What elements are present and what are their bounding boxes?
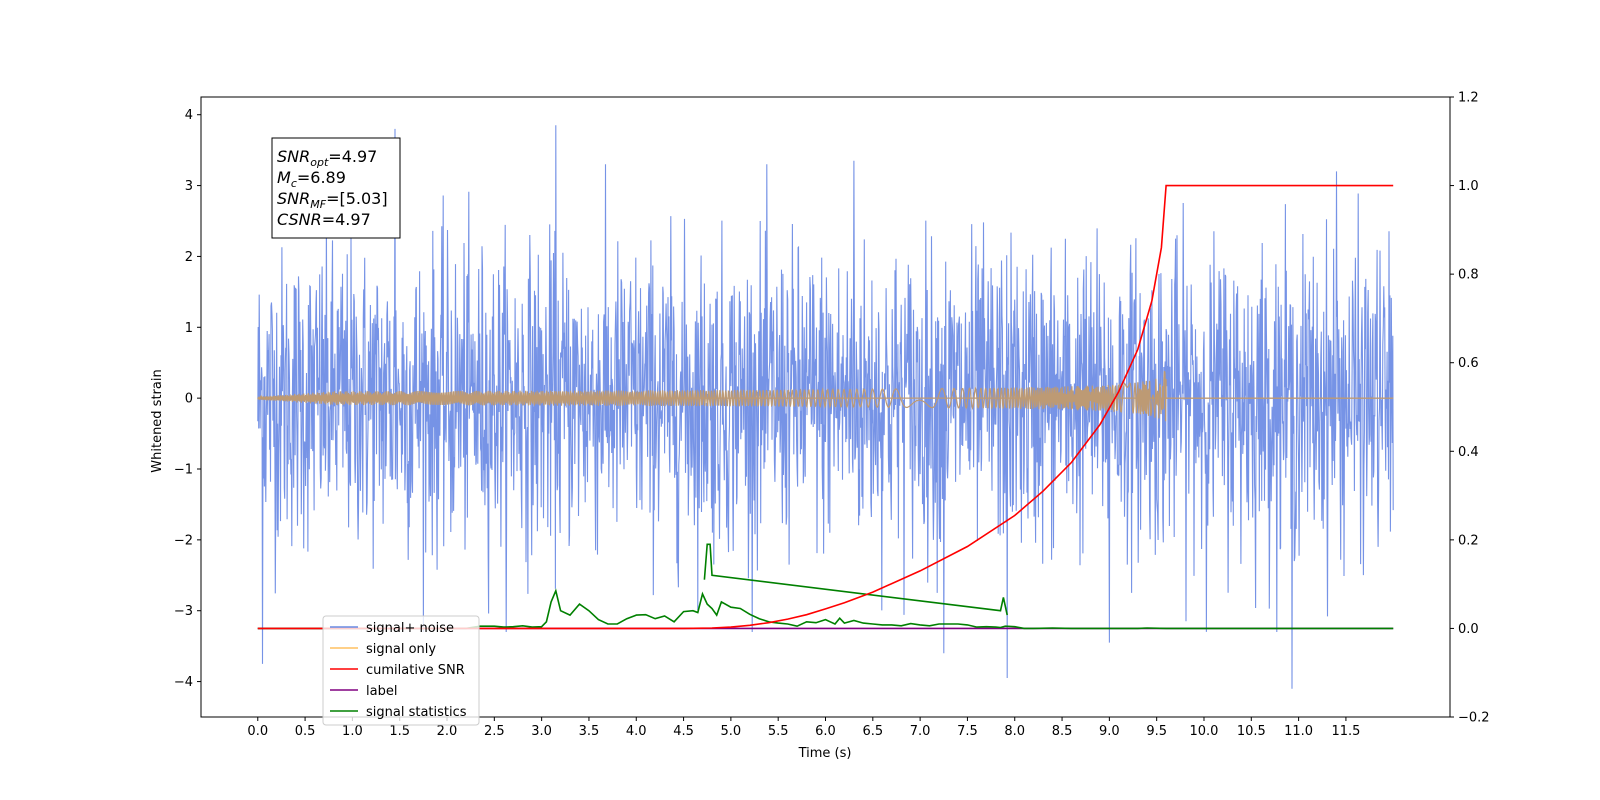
x-axis: 0.0 0.5 1.0 1.5 2.0 2.5 3.0 3.5 4.0 4.5 5.0 5.5 6.0 6… [247, 717, 1360, 739]
x-tick-label: 7.0 [910, 724, 931, 739]
x-tick-label: 5.5 [768, 724, 789, 739]
y-axis-right: 1.2 1.0 0.8 0.6 0.4 0.2 0.0 −0.2 [1450, 91, 1490, 726]
x-tick-label: 8.5 [1052, 724, 1073, 739]
x-tick-label: 6.0 [815, 724, 836, 739]
x-tick-label: 10.5 [1237, 724, 1266, 739]
legend-label: label [366, 684, 397, 699]
y-left-tick-label: −1 [174, 463, 193, 478]
y-axis-left: 4 3 2 1 0 −1 −2 −3 −4 [174, 108, 201, 690]
x-tick-label: 11.0 [1284, 724, 1313, 739]
x-tick-label: 0.5 [295, 724, 316, 739]
series-signal-only [257, 370, 1394, 422]
x-tick-label: 6.5 [862, 724, 883, 739]
x-tick-label: 7.5 [957, 724, 978, 739]
y-left-tick-label: 0 [185, 392, 193, 407]
legend-label: signal+ noise [366, 621, 454, 636]
y-right-tick-label: 0.8 [1458, 268, 1479, 283]
x-tick-label: 0.0 [247, 724, 268, 739]
x-tick-label: 5.0 [721, 724, 742, 739]
legend-label: signal statistics [366, 705, 467, 720]
stats-value: =4.97 [328, 147, 377, 166]
x-tick-label: 2.5 [484, 724, 505, 739]
x-tick-label: 1.5 [389, 724, 410, 739]
x-tick-label: 1.0 [342, 724, 363, 739]
legend-label: cumilative SNR [366, 663, 465, 678]
x-tick-label: 9.0 [1099, 724, 1120, 739]
stats-subscript: MF [310, 198, 326, 211]
x-tick-label: 10.0 [1190, 724, 1219, 739]
y-left-tick-label: −2 [174, 533, 193, 548]
x-tick-label: 11.5 [1331, 724, 1360, 739]
y-right-tick-label: 0.2 [1458, 533, 1479, 548]
x-tick-label: 3.5 [579, 724, 600, 739]
x-tick-label: 4.0 [626, 724, 647, 739]
y-right-tick-label: 1.2 [1458, 91, 1479, 106]
y-left-tick-label: 3 [185, 179, 193, 194]
y-right-tick-label: −0.2 [1458, 711, 1490, 726]
stats-symbol: M [277, 168, 291, 187]
x-tick-label: 3.0 [531, 724, 552, 739]
legend-label: signal only [366, 642, 436, 657]
stats-line: SNRopt=4.97 [277, 147, 377, 169]
stats-symbol: SNR [277, 189, 310, 208]
stats-symbol: SNR [277, 147, 310, 166]
x-tick-label: 2.0 [437, 724, 458, 739]
y-left-tick-label: 2 [185, 250, 193, 265]
series-signal-statistics-spikes [703, 543, 1008, 616]
y-left-tick-label: 1 [185, 321, 193, 336]
x-tick-label: 8.0 [1004, 724, 1025, 739]
y-left-tick-label: 4 [185, 108, 193, 123]
y-left-tick-label: −4 [174, 675, 193, 690]
x-axis-label: Time (s) [798, 746, 852, 761]
x-tick-label: 4.5 [673, 724, 694, 739]
y-right-tick-label: 1.0 [1458, 179, 1479, 194]
stats-subscript: opt [310, 156, 329, 169]
series-signal-statistics [257, 588, 1394, 630]
stats-symbol: CSNR [277, 210, 322, 229]
stats-line: SNRMF=[5.03] [277, 189, 388, 211]
stats-line: Mc=6.89 [277, 168, 346, 190]
y-right-tick-label: 0.4 [1458, 445, 1479, 460]
series-cumulative-snr [257, 184, 1394, 630]
y-left-tick-label: −3 [174, 604, 193, 619]
y-right-tick-label: 0.6 [1458, 356, 1479, 371]
stats-line: CSNR=4.97 [277, 210, 371, 229]
stats-value: =[5.03] [326, 189, 388, 208]
stats-subscript: c [291, 177, 297, 190]
x-tick-label: 9.5 [1146, 724, 1167, 739]
stats-value: =6.89 [297, 168, 346, 187]
stats-value: =4.97 [322, 210, 371, 229]
legend: signal+ noise signal only cumilative SNR la… [322, 615, 480, 726]
y-right-tick-label: 0.0 [1458, 622, 1479, 637]
y-axis-label: Whitened strain [150, 369, 165, 472]
